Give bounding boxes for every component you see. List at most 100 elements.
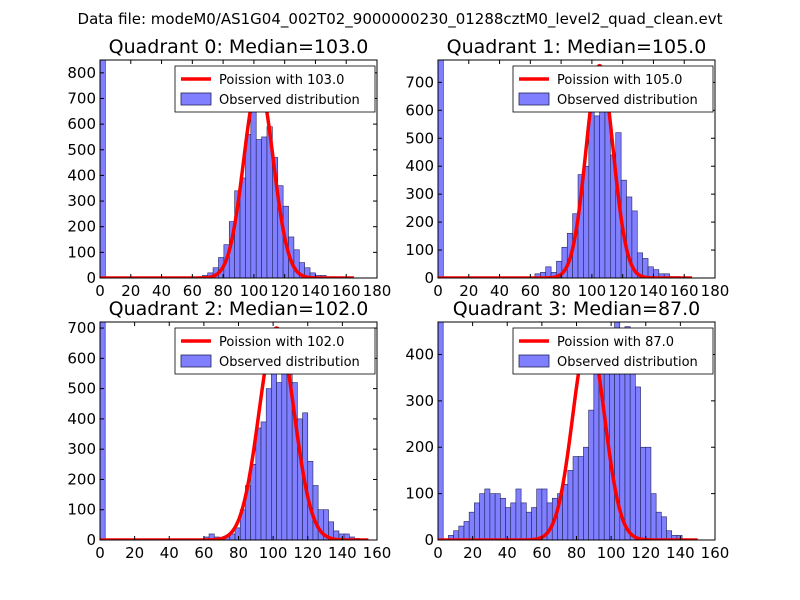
histogram-bar (588, 409, 595, 540)
histogram-bar (234, 527, 241, 540)
panel-title: Quadrant 2: Median=102.0 (109, 298, 369, 320)
x-tick-label: 20 (459, 282, 478, 300)
histogram-bar (650, 493, 657, 540)
y-tick-label: 200 (405, 438, 434, 456)
legend: Poission with 102.0 Observed distribution (174, 327, 376, 375)
x-tick-label: 80 (552, 282, 571, 300)
y-tick-label: 500 (67, 380, 96, 398)
histogram-bar (583, 446, 589, 540)
x-tick-label: 80 (214, 282, 233, 300)
axes-frame (99, 59, 378, 279)
legend-bar-label: Observed distribution (219, 355, 360, 370)
histogram-bar (100, 322, 106, 540)
legend: Poission with 103.0 Observed distribution (174, 65, 376, 113)
x-tick-label: 60 (194, 544, 213, 562)
x-tick-label: 80 (567, 544, 586, 562)
histogram-bar (468, 511, 475, 540)
x-tick-label: 140 (639, 282, 668, 300)
y-tick-label: 0 (424, 531, 434, 549)
y-tick-label: 500 (405, 129, 434, 147)
figure-suptitle: Data file: modeM0/AS1G04_002T02_90000002… (78, 10, 723, 29)
legend-bar-label: Observed distribution (557, 93, 698, 108)
y-tick-label: 0 (424, 269, 434, 287)
y-tick-label: 200 (67, 470, 96, 488)
y-tick-label: 400 (405, 345, 434, 363)
x-tick-label: 180 (363, 282, 392, 300)
x-tick-label: 40 (152, 282, 171, 300)
y-tick-label: 400 (405, 157, 434, 175)
y-tick-label: 300 (67, 192, 96, 210)
x-tick-label: 40 (160, 544, 179, 562)
x-tick-label: 0 (95, 544, 105, 562)
histogram-bar (489, 493, 496, 540)
axes-frame (437, 59, 716, 279)
histogram-bar (631, 210, 638, 278)
x-tick-label: 60 (532, 544, 551, 562)
x-tick-label: 100 (259, 544, 288, 562)
y-tick-label: 400 (67, 410, 96, 428)
x-tick-label: 140 (328, 544, 357, 562)
x-tick-label: 120 (631, 544, 660, 562)
x-tick-label: 60 (183, 282, 202, 300)
y-tick-label: 300 (67, 440, 96, 458)
histogram-bar (463, 521, 470, 540)
y-tick-label: 100 (67, 501, 96, 519)
legend-bar-label: Observed distribution (557, 355, 698, 370)
histogram-bar (505, 507, 512, 540)
y-tick-label: 400 (67, 166, 96, 184)
y-tick-label: 200 (405, 213, 434, 231)
poisson-curve (100, 326, 370, 540)
histogram-bar (474, 502, 480, 540)
x-tick-label: 140 (666, 544, 695, 562)
y-tick-label: 600 (405, 101, 434, 119)
y-tick-label: 700 (67, 319, 96, 337)
histogram-bar (245, 134, 252, 278)
y-tick-label: 0 (86, 269, 96, 287)
panel-quadrant-1: Quadrant 1: Median=105.0 0 20 40 60 80 100 120 1… (405, 36, 729, 300)
histogram-bar (577, 456, 584, 540)
panel-quadrant-2: Quadrant 2: Median=102.0 0 20 40 60 80 100 120 1… (67, 298, 391, 562)
y-tick-label: 600 (67, 349, 96, 367)
histogram-bar (562, 484, 569, 540)
histogram-bar (484, 488, 491, 540)
histogram-bar (494, 493, 501, 540)
histogram-bar (255, 139, 262, 278)
y-tick-label: 600 (67, 115, 96, 133)
panel-title: Quadrant 1: Median=105.0 (447, 36, 707, 58)
x-tick-label: 160 (701, 544, 730, 562)
x-tick-label: 40 (490, 282, 509, 300)
x-tick-label: 100 (597, 544, 626, 562)
histogram-bar (276, 382, 283, 540)
x-tick-label: 120 (293, 544, 322, 562)
histogram-bar (525, 511, 532, 540)
histogram-bar (479, 493, 486, 540)
panel-quadrant-0: Quadrant 0: Median=103.00 20 40 60 80 100 120 1… (67, 36, 391, 300)
histogram-bar (572, 456, 579, 540)
histogram-bar (642, 258, 649, 278)
legend-bar-label: Observed distribution (219, 93, 360, 108)
histogram-bar (655, 511, 662, 540)
histogram-bar (661, 516, 667, 540)
y-tick-label: 100 (405, 241, 434, 259)
y-tick-label: 100 (405, 485, 434, 503)
legend-line-label: Poission with 102.0 (219, 335, 344, 350)
histogram-bar (515, 488, 522, 540)
y-tick-label: 800 (67, 64, 96, 82)
x-tick-label: 100 (240, 282, 269, 300)
y-tick-label: 500 (67, 141, 96, 159)
x-tick-label: 120 (608, 282, 637, 300)
legend: Poission with 87.0 Observed distribution (512, 327, 714, 375)
histogram-bar (255, 427, 262, 540)
x-tick-label: 20 (125, 544, 144, 562)
x-tick-label: 60 (521, 282, 540, 300)
histogram-bar (640, 446, 647, 540)
histogram-bar (583, 165, 590, 278)
legend-bar-swatch (180, 354, 212, 368)
y-tick-label: 200 (67, 218, 96, 236)
histogram-bar (531, 507, 537, 540)
legend-bar-swatch (180, 92, 212, 106)
x-tick-label: 160 (332, 282, 361, 300)
histogram-bar (261, 136, 268, 278)
x-tick-label: 40 (498, 544, 517, 562)
